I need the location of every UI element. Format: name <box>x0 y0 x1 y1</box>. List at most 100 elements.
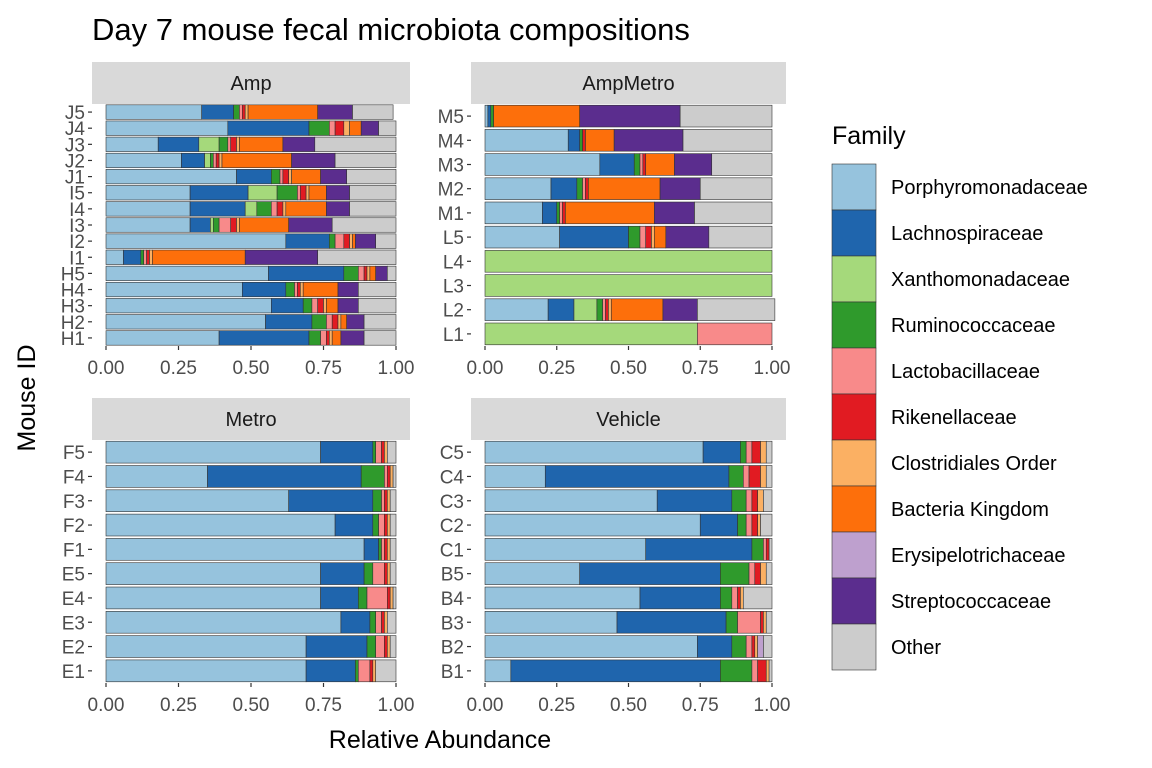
bar-segment-J3-other <box>314 136 397 152</box>
bar-segment-H5-ruminococcaceae <box>343 265 359 281</box>
bar-segment-E3-other <box>386 611 397 634</box>
bar-segment-L5-streptococcaceae <box>665 225 710 249</box>
bar-segment-F1-rikenellaceae <box>384 538 388 561</box>
bar-segment-H3-other <box>357 298 397 314</box>
bar-segment-H2-other <box>363 314 397 330</box>
bar-segment-M2-lactobacillaceae <box>582 177 586 200</box>
y-tick-label: J3 <box>65 135 85 156</box>
bar-segment-C5-other <box>765 440 773 464</box>
bar-segment-H1-rikenellaceae <box>326 330 330 346</box>
bar-segment-J2-lachnospiraceae <box>181 152 205 169</box>
bar-segment-J3-rikenellaceae <box>230 136 237 152</box>
legend-key-clostridiales-order <box>831 439 877 487</box>
legend-label: Clostridiales Order <box>891 453 1057 475</box>
x-tick-label: 0.00 <box>467 695 504 716</box>
bar-segment-E1-clostridiales-order <box>372 659 376 683</box>
bar-segment-B2-lactobacillaceae <box>745 635 753 658</box>
bar-segment-H5-rikenellaceae <box>363 265 368 281</box>
bar-segment-H5-bacteria-kingdom <box>369 265 376 281</box>
legend-label: Streptococcaceae <box>891 591 1051 613</box>
bar-segment-E3-ruminococcaceae <box>369 611 376 634</box>
bar-segment-C2-lactobacillaceae <box>745 513 753 537</box>
bar-segment-L2-lachnospiraceae <box>547 298 575 321</box>
bar-segment-I5-bacteria-kingdom <box>308 185 327 201</box>
bar-segment-C2-lachnospiraceae <box>699 513 738 537</box>
legend-label: Other <box>891 637 941 659</box>
x-tick-label: 1.00 <box>378 358 415 379</box>
bar-segment-F5-ruminococcaceae <box>372 440 376 464</box>
bar-segment-F2-clostridiales-order <box>386 513 391 537</box>
bar-segment-I3-streptococcaceae <box>288 217 333 233</box>
bar-segment-B3-porphyromonadaceae <box>484 611 618 634</box>
bar-segment-F5-rikenellaceae <box>381 440 385 464</box>
bar-segment-M5-lachnospiraceae <box>487 104 492 128</box>
y-tick-label: B2 <box>441 638 464 659</box>
bar-segment-H3-clostridiales-order <box>323 298 327 314</box>
bar-segment-C4-lactobacillaceae <box>742 465 750 488</box>
bar-segment-I3-porphyromonadaceae <box>105 217 191 233</box>
bar-segment-B1-other <box>768 659 773 683</box>
bar-segment-J5-clostridiales-order <box>244 104 249 120</box>
bar-segment-B4-rikenellaceae <box>737 586 741 610</box>
bar-segment-J4-porphyromonadaceae <box>105 120 229 136</box>
bar-segment-F1-clostridiales-order <box>386 538 391 561</box>
bar-segment-B2-other <box>763 635 773 658</box>
bar-segment-M5-bacteria-kingdom <box>493 104 581 128</box>
legend-label: Bacteria Kingdom <box>891 499 1049 521</box>
bar-segment-F4-ruminococcaceae <box>360 465 385 488</box>
bar-segment-M1-rikenellaceae <box>562 201 566 225</box>
legend-key-xanthomonadaceae <box>831 255 877 303</box>
bar-segment-B5-ruminococcaceae <box>720 562 750 585</box>
bar-segment-L2-xanthomonadaceae <box>573 298 598 321</box>
bar-segment-I4-lachnospiraceae <box>189 201 246 217</box>
bar-segment-J1-rikenellaceae <box>282 169 289 185</box>
bar-segment-F4-porphyromonadaceae <box>105 465 208 488</box>
y-tick-label: H5 <box>61 264 85 285</box>
bar-segment-C2-porphyromonadaceae <box>484 513 701 537</box>
bar-segment-B2-erysipelotrichaceae <box>757 635 764 658</box>
bar-segment-J1-clostridiales-order <box>288 169 292 185</box>
bar-segment-B3-rikenellaceae <box>760 611 764 634</box>
bar-segment-I1-lachnospiraceae <box>123 249 142 265</box>
bar-segment-I2-clostridiales-order <box>349 233 353 249</box>
bar-segment-F3-other <box>389 489 397 512</box>
bar-segment-H4-streptococcaceae <box>337 281 359 298</box>
bar-segment-M4-bacteria-kingdom <box>585 129 615 152</box>
bar-segment-J3-porphyromonadaceae <box>105 136 159 152</box>
bar-segment-M3-ruminococcaceae <box>633 153 641 176</box>
bar-segment-J2-lactobacillaceae <box>213 152 217 169</box>
bar-segment-I5-other <box>349 185 397 201</box>
bar-segment-J2-ruminococcaceae <box>210 152 214 169</box>
bar-segment-H3-rikenellaceae <box>317 298 324 314</box>
y-tick-label: H1 <box>61 329 85 350</box>
y-tick-label: H3 <box>61 297 85 318</box>
bar-segment-J3-bacteria-kingdom <box>239 136 284 152</box>
bar-segment-F1-lactobacillaceae <box>381 538 385 561</box>
bar-segment-M4-porphyromonadaceae <box>484 129 569 152</box>
bar-segment-M4-streptococcaceae <box>613 129 684 152</box>
bar-segment-E5-lachnospiraceae <box>320 562 365 585</box>
bar-segment-B5-lachnospiraceae <box>579 562 721 585</box>
bar-segment-E5-porphyromonadaceae <box>105 562 321 585</box>
legend-label: Lachnospiraceae <box>891 223 1043 245</box>
y-tick-label: B4 <box>441 589 465 610</box>
bar-segment-C1-porphyromonadaceae <box>484 538 647 561</box>
bar-segment-I5-lachnospiraceae <box>189 185 249 201</box>
bar-segment-F5-lachnospiraceae <box>320 440 374 464</box>
bar-segment-L5-bacteria-kingdom <box>654 225 667 249</box>
legend-key-bacteria-kingdom <box>831 485 877 533</box>
bar-segment-B4-lactobacillaceae <box>731 586 738 610</box>
bar-segment-E5-other <box>389 562 397 585</box>
bar-segment-H1-bacteria-kingdom <box>331 330 342 346</box>
bar-segment-M3-bacteria-kingdom <box>645 153 675 176</box>
bar-segment-J1-porphyromonadaceae <box>105 169 237 185</box>
bar-segment-H3-ruminococcaceae <box>302 298 313 314</box>
bar-segment-B1-rikenellaceae <box>757 659 767 683</box>
bar-segment-I4-xanthomonadaceae <box>244 201 258 217</box>
bar-segment-E1-porphyromonadaceae <box>105 659 307 683</box>
bar-segment-C2-clostridiales-order <box>757 513 761 537</box>
bar-segment-C3-lachnospiraceae <box>656 489 733 512</box>
bar-segment-H1-clostridiales-order <box>328 330 333 346</box>
bar-segment-I5-porphyromonadaceae <box>105 185 191 201</box>
bar-segment-I5-clostridiales-order <box>305 185 310 201</box>
